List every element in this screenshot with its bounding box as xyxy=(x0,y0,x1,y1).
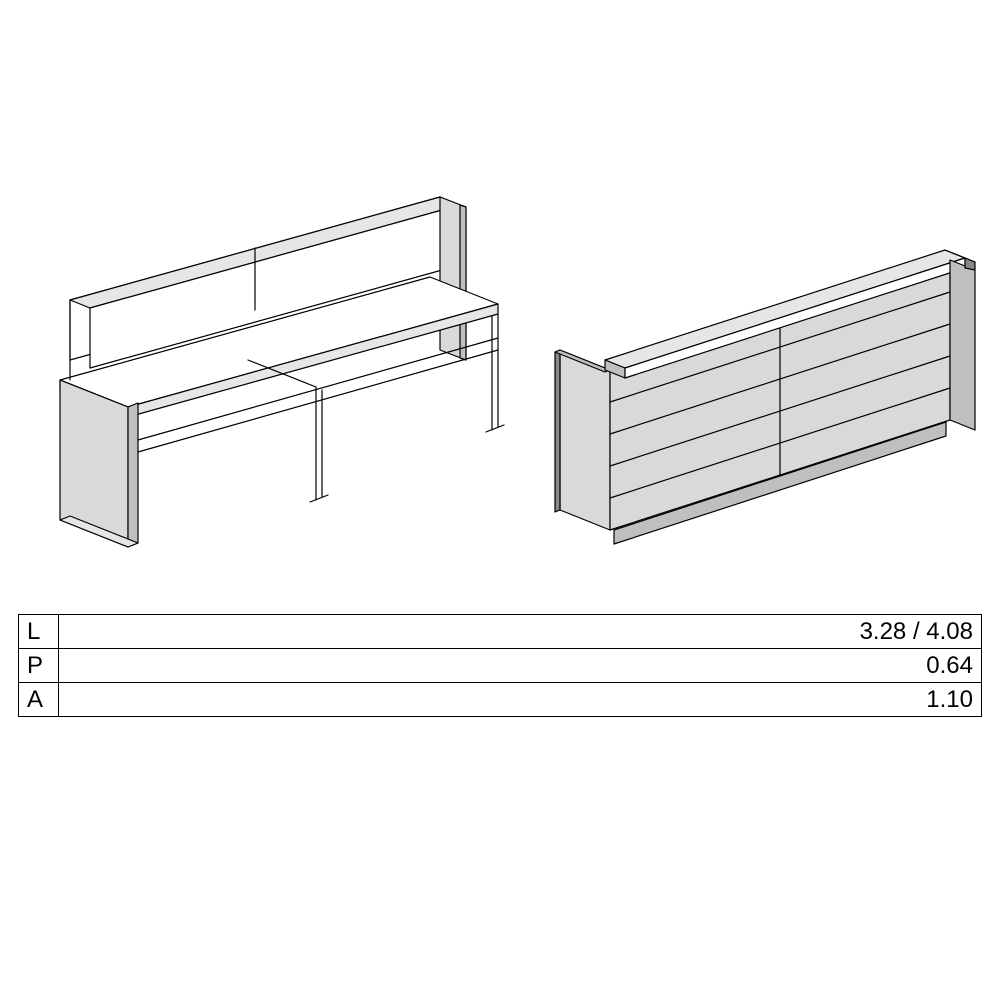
front-isometric-view xyxy=(555,250,975,544)
dim-value-A: 1.10 xyxy=(59,683,982,717)
dim-label-L: L xyxy=(19,615,59,649)
technical-drawing xyxy=(0,0,1000,600)
table-row: A 1.10 xyxy=(19,683,982,717)
dim-value-L: 3.28 / 4.08 xyxy=(59,615,982,649)
isometric-views-svg xyxy=(0,0,1000,614)
dim-label-A: A xyxy=(19,683,59,717)
table-row: L 3.28 / 4.08 xyxy=(19,615,982,649)
dim-value-P: 0.64 xyxy=(59,649,982,683)
table-row: P 0.64 xyxy=(19,649,982,683)
dim-label-P: P xyxy=(19,649,59,683)
rear-isometric-view xyxy=(60,197,504,547)
dimensions-table: L 3.28 / 4.08 P 0.64 A 1.10 xyxy=(18,614,982,717)
